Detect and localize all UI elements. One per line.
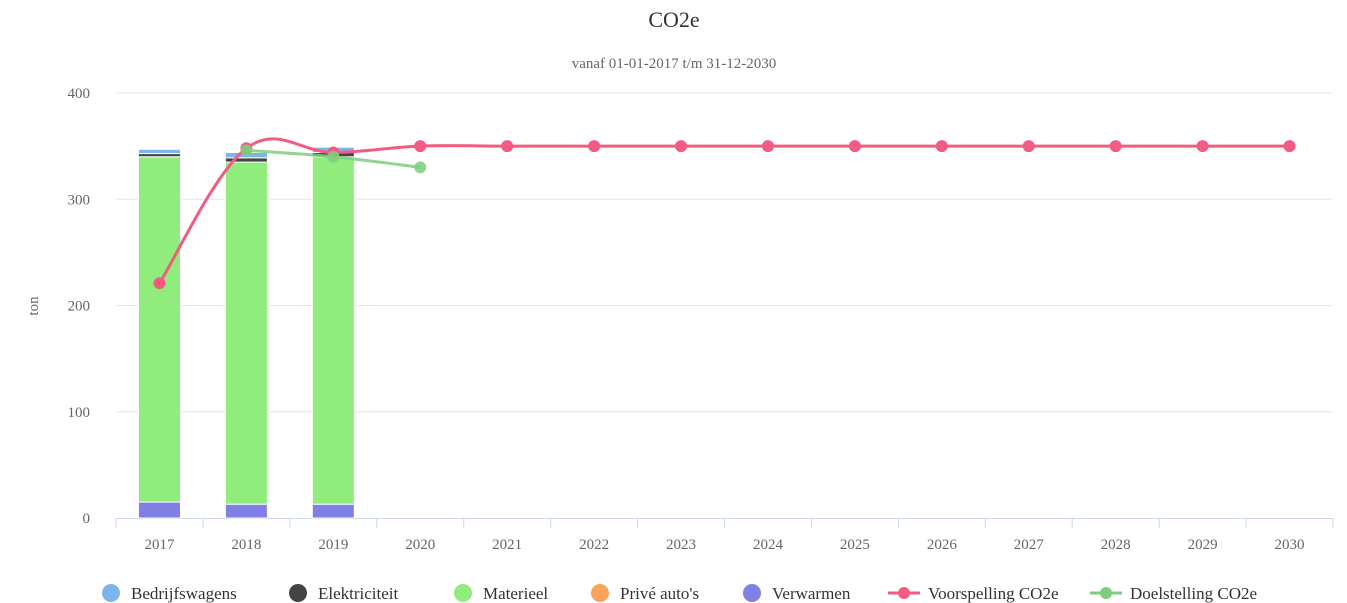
legend-item[interactable]: Bedrijfswagens — [102, 584, 237, 603]
legend-symbol — [454, 584, 472, 602]
x-tick-label: 2029 — [1188, 537, 1218, 553]
legend-label: Materieel — [483, 584, 548, 603]
bar-series — [137, 146, 355, 519]
y-tick-label: 200 — [68, 299, 91, 315]
data-point[interactable] — [1196, 140, 1209, 153]
y-tick-label: 300 — [68, 192, 91, 208]
legend-label: Privé auto's — [620, 584, 699, 603]
x-tick-label: 2026 — [927, 537, 958, 553]
legend-item[interactable]: Voorspelling CO2e — [888, 584, 1059, 603]
legend-label: Doelstelling CO2e — [1130, 584, 1257, 603]
legend-symbol — [591, 584, 609, 602]
data-point[interactable] — [848, 140, 861, 153]
data-point[interactable] — [327, 150, 340, 163]
legend-symbol — [102, 584, 120, 602]
chart-subtitle: vanaf 01-01-2017 t/m 31-12-2030 — [572, 56, 777, 72]
x-tick-label: 2020 — [405, 537, 435, 553]
y-axis-title: ton — [26, 296, 42, 316]
data-point[interactable] — [675, 140, 688, 153]
bar-segment[interactable] — [137, 156, 181, 503]
chart-title: CO2e — [648, 7, 699, 32]
legend-item[interactable]: Doelstelling CO2e — [1090, 584, 1257, 603]
y-tick-label: 400 — [68, 86, 91, 102]
x-tick-label: 2018 — [231, 537, 261, 553]
grid-lines — [116, 92, 1333, 413]
legend-item[interactable]: Materieel — [454, 584, 548, 603]
y-tick-label: 0 — [83, 511, 91, 527]
data-point[interactable] — [240, 144, 253, 157]
legend-item[interactable]: Privé auto's — [591, 584, 699, 603]
x-tick-label: 2017 — [144, 537, 175, 553]
x-tick-label: 2027 — [1014, 537, 1045, 553]
legend-label: Elektriciteit — [318, 584, 399, 603]
line-series-group — [240, 144, 427, 174]
x-tick-label: 2030 — [1275, 537, 1305, 553]
legend-label: Bedrijfswagens — [131, 584, 237, 603]
bar-segment[interactable] — [137, 148, 181, 155]
bar-segment[interactable] — [311, 156, 355, 505]
x-tick-label: 2021 — [492, 537, 522, 553]
data-point[interactable] — [935, 140, 948, 153]
data-point[interactable] — [501, 140, 514, 153]
x-tick-label: 2024 — [753, 537, 784, 553]
y-axis-ticks: 0 100 200 300 400 — [68, 86, 91, 527]
x-tick-label: 2023 — [666, 537, 696, 553]
legend-label: Voorspelling CO2e — [928, 584, 1059, 603]
bar-segment[interactable] — [224, 161, 268, 505]
y-tick-label: 100 — [68, 405, 91, 421]
data-point[interactable] — [588, 140, 601, 153]
line-series — [153, 137, 1296, 290]
legend-item[interactable]: Elektriciteit — [289, 584, 399, 603]
bar-segment[interactable] — [224, 503, 268, 519]
legend-symbol — [289, 584, 307, 602]
data-point[interactable] — [1283, 140, 1296, 153]
data-point[interactable] — [414, 161, 427, 174]
x-tick-label: 2022 — [579, 537, 609, 553]
x-axis: 2017 2018 2019 2020 2021 2022 2023 2024 2025 2026… — [115, 518, 1334, 553]
x-tick-label: 2019 — [318, 537, 348, 553]
x-tick-label: 2025 — [840, 537, 870, 553]
data-point[interactable] — [153, 277, 166, 290]
data-point[interactable] — [761, 140, 774, 153]
legend-item[interactable]: Verwarmen — [743, 584, 851, 603]
legend-label: Verwarmen — [772, 584, 851, 603]
legend-symbol — [1100, 587, 1112, 599]
legend: Bedrijfswagens Elektriciteit Materieel Priv… — [102, 584, 1257, 603]
data-point[interactable] — [1022, 140, 1035, 153]
legend-symbol — [743, 584, 761, 602]
bar-segment[interactable] — [311, 503, 355, 519]
data-point[interactable] — [414, 140, 427, 153]
data-point[interactable] — [1109, 140, 1122, 153]
x-tick-label: 2028 — [1101, 537, 1131, 553]
legend-symbol — [898, 587, 910, 599]
bar-segment[interactable] — [137, 501, 181, 519]
